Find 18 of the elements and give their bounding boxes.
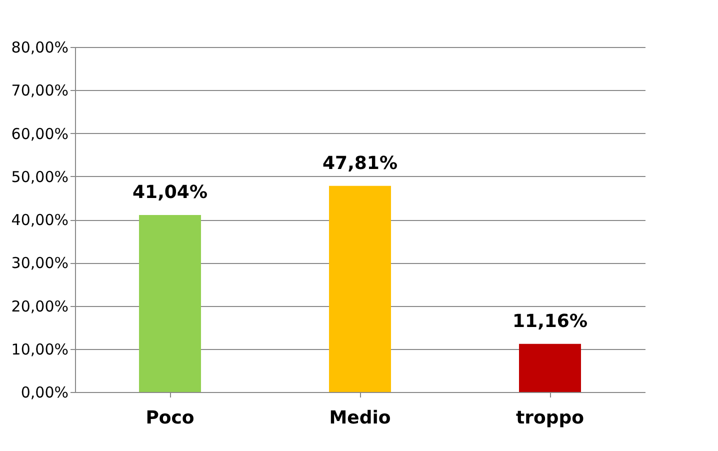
y-tick-label: 70,00% — [11, 82, 68, 100]
x-tick-label: Poco — [146, 408, 194, 428]
y-tick-label: 40,00% — [11, 211, 68, 229]
bar — [519, 344, 581, 392]
y-tick-label: 80,00% — [11, 38, 68, 56]
y-tick-label: 20,00% — [11, 297, 68, 316]
x-tick-label: Medio — [329, 408, 391, 428]
y-tick-label: 50,00% — [11, 168, 68, 186]
y-tick-label: 0,00% — [20, 384, 68, 402]
y-tick-label: 30,00% — [11, 254, 68, 272]
x-tick-label: troppo — [516, 408, 584, 428]
bar — [329, 186, 391, 392]
bar — [139, 215, 201, 392]
y-tick-label: 10,00% — [11, 340, 68, 358]
data-label: 11,16% — [512, 310, 588, 332]
y-tick-label: 60,00% — [11, 124, 68, 143]
data-label: 41,04% — [132, 182, 208, 204]
data-label: 47,81% — [322, 152, 398, 174]
